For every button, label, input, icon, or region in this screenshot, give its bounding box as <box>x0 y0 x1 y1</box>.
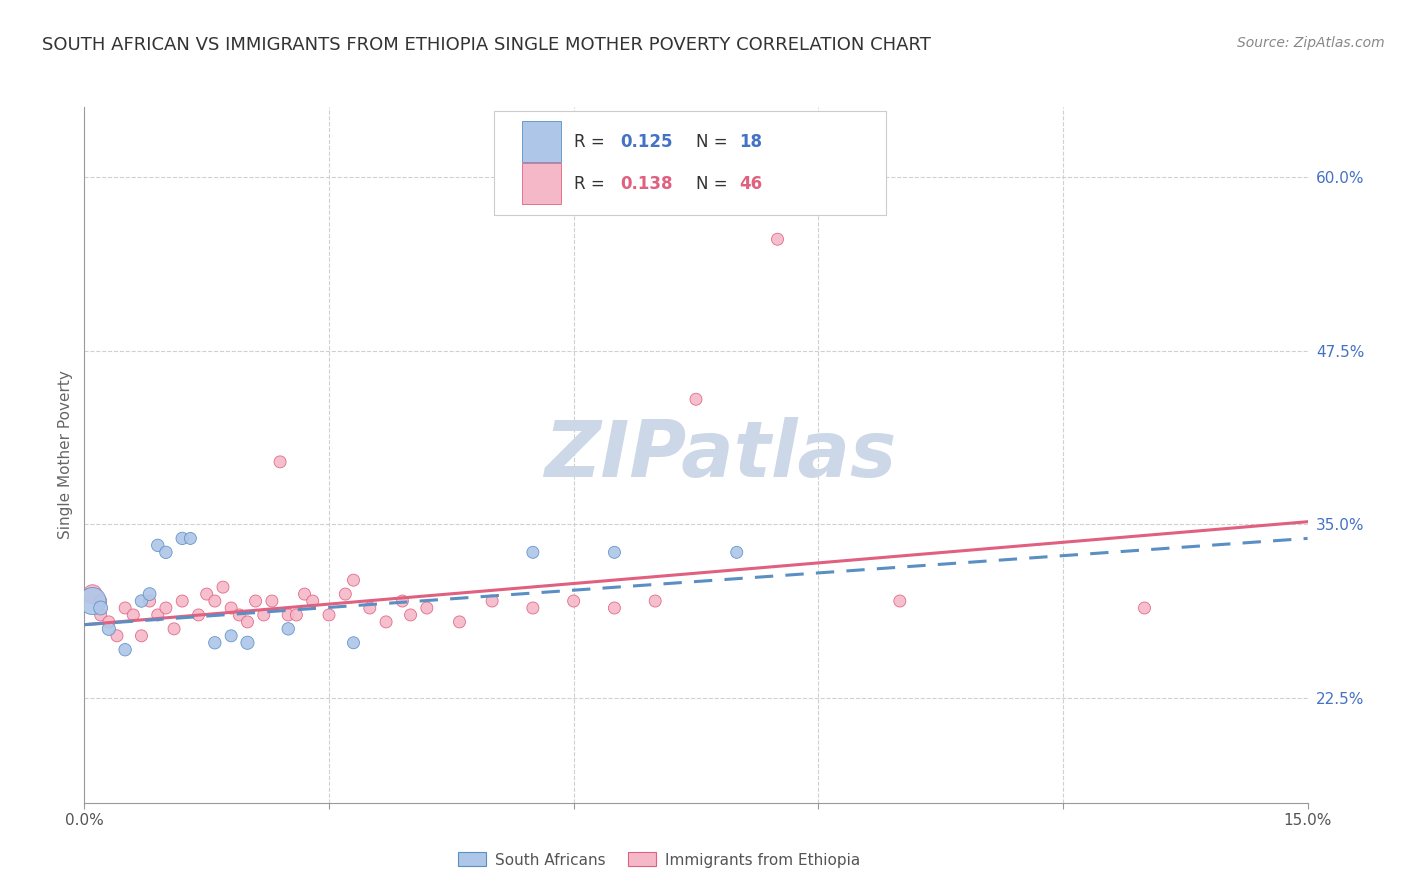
Point <box>603 545 626 559</box>
Point <box>187 607 209 622</box>
Point <box>522 545 544 559</box>
Point <box>82 587 104 601</box>
Point <box>82 594 104 608</box>
Point <box>342 573 364 587</box>
Point <box>301 594 323 608</box>
Text: ZIPatlas: ZIPatlas <box>544 417 897 493</box>
Text: 18: 18 <box>738 133 762 151</box>
Point <box>318 607 340 622</box>
Point <box>155 601 177 615</box>
Point <box>253 607 276 622</box>
Point <box>725 545 748 559</box>
Point <box>391 594 413 608</box>
Text: 0.125: 0.125 <box>620 133 672 151</box>
Point <box>204 636 226 650</box>
Legend: South Africans, Immigrants from Ethiopia: South Africans, Immigrants from Ethiopia <box>450 845 868 875</box>
Point <box>1133 601 1156 615</box>
Point <box>138 587 160 601</box>
Point <box>522 601 544 615</box>
Point <box>97 615 120 629</box>
Point <box>172 594 194 608</box>
Point <box>375 615 398 629</box>
Point <box>219 629 242 643</box>
Point <box>90 594 112 608</box>
Text: R =: R = <box>574 175 610 193</box>
Point <box>359 601 381 615</box>
Point <box>131 629 153 643</box>
Point <box>416 601 439 615</box>
Point <box>285 607 308 622</box>
FancyBboxPatch shape <box>522 121 561 162</box>
Text: 46: 46 <box>738 175 762 193</box>
Point <box>219 601 242 615</box>
Point <box>90 607 112 622</box>
Point <box>766 232 789 246</box>
Point <box>131 594 153 608</box>
Point <box>449 615 471 629</box>
Point <box>179 532 201 546</box>
Point <box>212 580 235 594</box>
Point <box>90 601 112 615</box>
Point <box>889 594 911 608</box>
Point <box>172 532 194 546</box>
Point <box>114 642 136 657</box>
Text: Source: ZipAtlas.com: Source: ZipAtlas.com <box>1237 36 1385 50</box>
Y-axis label: Single Mother Poverty: Single Mother Poverty <box>58 370 73 540</box>
Point <box>195 587 218 601</box>
Point <box>277 607 299 622</box>
Point <box>204 594 226 608</box>
Point <box>335 587 357 601</box>
Text: SOUTH AFRICAN VS IMMIGRANTS FROM ETHIOPIA SINGLE MOTHER POVERTY CORRELATION CHAR: SOUTH AFRICAN VS IMMIGRANTS FROM ETHIOPI… <box>42 36 931 54</box>
Point <box>277 622 299 636</box>
Point <box>146 538 169 552</box>
Point <box>163 622 186 636</box>
Text: N =: N = <box>696 133 733 151</box>
Point <box>644 594 666 608</box>
Point <box>603 601 626 615</box>
Point <box>562 594 585 608</box>
Point <box>138 594 160 608</box>
FancyBboxPatch shape <box>494 111 886 215</box>
Point <box>228 607 250 622</box>
Text: N =: N = <box>696 175 733 193</box>
Point <box>236 636 259 650</box>
Point <box>97 622 120 636</box>
Point <box>269 455 291 469</box>
Point <box>342 636 364 650</box>
Point <box>245 594 267 608</box>
Point <box>399 607 422 622</box>
Point <box>260 594 283 608</box>
Point <box>294 587 316 601</box>
Point <box>105 629 128 643</box>
FancyBboxPatch shape <box>522 163 561 204</box>
Text: 0.138: 0.138 <box>620 175 672 193</box>
Point <box>155 545 177 559</box>
Point <box>146 607 169 622</box>
Point <box>685 392 707 407</box>
Point <box>122 607 145 622</box>
Point <box>481 594 503 608</box>
Text: R =: R = <box>574 133 610 151</box>
Point <box>236 615 259 629</box>
Point <box>114 601 136 615</box>
